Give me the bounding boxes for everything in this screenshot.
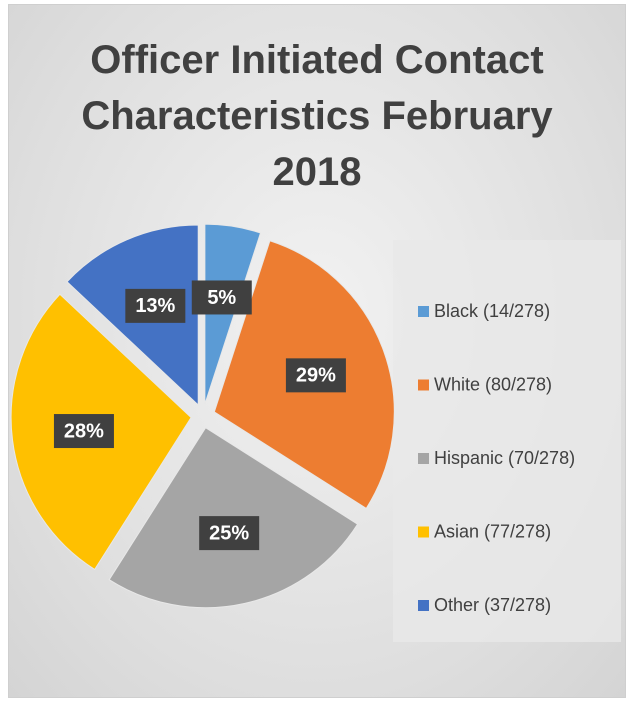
legend-label: Other (37/278) bbox=[434, 595, 551, 615]
data-label-box bbox=[285, 358, 346, 393]
data-label: 29% bbox=[296, 365, 336, 387]
data-label: 25% bbox=[209, 522, 249, 544]
legend-swatch bbox=[418, 379, 429, 391]
data-label: 5% bbox=[207, 287, 236, 309]
data-label-box bbox=[53, 414, 114, 449]
data-label-box bbox=[125, 288, 186, 323]
legend-swatch bbox=[418, 526, 429, 538]
legend-swatch bbox=[418, 453, 429, 464]
legend-label: Hispanic (70/278) bbox=[434, 448, 575, 468]
chart-title: Officer Initiated Contact Characteristic… bbox=[81, 38, 553, 194]
data-label: 13% bbox=[135, 295, 175, 317]
legend-label: White (80/278) bbox=[434, 374, 552, 394]
legend-label: Asian (77/278) bbox=[434, 521, 551, 541]
data-label: 28% bbox=[64, 420, 104, 442]
legend-swatch bbox=[418, 600, 429, 611]
legend-swatch bbox=[418, 306, 429, 317]
data-label-box bbox=[191, 280, 252, 315]
legend-box bbox=[393, 240, 621, 642]
legend-label: Black (14/278) bbox=[434, 301, 550, 321]
data-label-box bbox=[199, 516, 260, 551]
